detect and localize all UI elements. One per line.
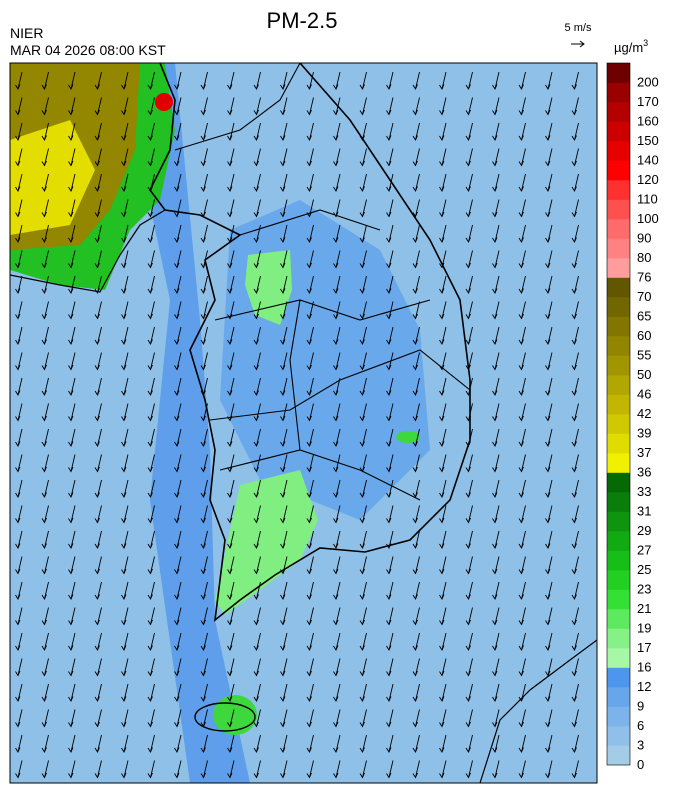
timestamp: MAR 04 2026 08:00 KST bbox=[10, 42, 166, 58]
agency: NIER bbox=[10, 25, 43, 41]
title: PM-2.5 bbox=[267, 8, 338, 33]
colorbar-segment bbox=[607, 745, 630, 766]
colorbar-label: 12 bbox=[637, 679, 651, 694]
wind-arrows bbox=[15, 71, 579, 779]
colorbar: 0369121617192123252729313336373942465055… bbox=[606, 62, 659, 772]
colorbar-segment bbox=[607, 199, 630, 220]
colorbar-segment bbox=[607, 394, 630, 415]
colorbar-segment bbox=[607, 180, 630, 200]
colorbar-label: 39 bbox=[637, 426, 651, 441]
colorbar-label: 65 bbox=[637, 309, 651, 324]
unit: µg/m3 bbox=[614, 38, 648, 55]
coastline bbox=[149, 63, 471, 622]
colorbar-segment bbox=[607, 258, 630, 278]
colorbar-segment bbox=[607, 141, 630, 161]
province-borders bbox=[174, 63, 471, 501]
colorbar-segment bbox=[607, 570, 630, 590]
colorbar-segment bbox=[607, 63, 630, 83]
colorbar-segment bbox=[607, 726, 630, 746]
colorbar-label: 3 bbox=[637, 738, 644, 753]
colorbar-label: 42 bbox=[637, 406, 651, 421]
pm-green-daegu bbox=[396, 431, 420, 443]
colorbar-label: 70 bbox=[637, 289, 651, 304]
colorbar-frame bbox=[606, 62, 631, 766]
colorbar-label: 170 bbox=[637, 94, 659, 109]
colorbar-label: 80 bbox=[637, 250, 651, 265]
colorbar-segment bbox=[607, 511, 630, 532]
colorbar-label: 16 bbox=[637, 660, 651, 675]
wind-scale-label: 5 m/s bbox=[565, 22, 592, 34]
japan-coast bbox=[479, 639, 597, 783]
colorbar-segment bbox=[607, 238, 630, 259]
colorbar-label: 33 bbox=[637, 484, 651, 499]
colorbar-label: 6 bbox=[637, 718, 644, 733]
colorbar-label: 9 bbox=[637, 699, 644, 714]
colorbar-segment bbox=[607, 492, 630, 512]
colorbar-segment bbox=[607, 102, 630, 122]
colorbar-segment bbox=[607, 160, 630, 181]
colorbar-label: 76 bbox=[637, 270, 651, 285]
colorbar-segment bbox=[607, 609, 630, 629]
colorbar-segment bbox=[607, 472, 630, 493]
pm-hotspot bbox=[155, 93, 173, 111]
colorbar-label: 31 bbox=[637, 504, 651, 519]
colorbar-segment bbox=[607, 628, 630, 649]
colorbar-segment bbox=[607, 667, 630, 688]
colorbar-segment bbox=[607, 297, 630, 317]
colorbar-segment bbox=[607, 433, 630, 454]
colorbar-label: 46 bbox=[637, 387, 651, 402]
colorbar-label: 25 bbox=[637, 562, 651, 577]
colorbar-segment bbox=[607, 687, 630, 707]
colorbar-label: 140 bbox=[637, 153, 659, 168]
colorbar-label: 29 bbox=[637, 523, 651, 538]
colorbar-segment bbox=[607, 277, 630, 298]
colorbar-segment bbox=[607, 375, 630, 395]
colorbar-label: 50 bbox=[637, 367, 651, 382]
colorbar-segment bbox=[607, 453, 630, 473]
wind-scale-arrow bbox=[571, 40, 585, 48]
colorbar-segment bbox=[607, 706, 630, 727]
colorbar-label: 120 bbox=[637, 172, 659, 187]
sea-band bbox=[120, 63, 250, 783]
colorbar-label: 37 bbox=[637, 445, 651, 460]
colorbar-label: 160 bbox=[637, 114, 659, 129]
colorbar-segment bbox=[607, 336, 630, 356]
colorbar-label: 19 bbox=[637, 621, 651, 636]
colorbar-label: 200 bbox=[637, 75, 659, 90]
colorbar-label: 27 bbox=[637, 543, 651, 558]
colorbar-segment bbox=[607, 316, 630, 337]
pm-green-jeju bbox=[213, 695, 257, 735]
map bbox=[9, 62, 598, 784]
jeju-coast bbox=[194, 702, 256, 732]
colorbar-segment bbox=[607, 82, 630, 103]
colorbar-segment bbox=[607, 550, 630, 571]
colorbar-label: 90 bbox=[637, 231, 651, 246]
map-frame bbox=[9, 62, 598, 784]
colorbar-segment bbox=[607, 355, 630, 376]
colorbar-label: 21 bbox=[637, 601, 651, 616]
unit-sup: 3 bbox=[643, 38, 648, 48]
colorbar-segment bbox=[607, 414, 630, 434]
colorbar-label: 36 bbox=[637, 465, 651, 480]
colorbar-segment bbox=[607, 531, 630, 551]
pm-green-southwest bbox=[215, 470, 318, 615]
colorbar-label: 110 bbox=[637, 192, 658, 207]
colorbar-label: 55 bbox=[637, 348, 651, 363]
colorbar-segment bbox=[607, 219, 630, 239]
colorbar-segment bbox=[607, 648, 630, 668]
pm-green-seoul bbox=[245, 250, 292, 325]
colorbar-label: 100 bbox=[637, 211, 659, 226]
coastline-north-west bbox=[10, 209, 166, 293]
colorbar-segment bbox=[607, 121, 630, 142]
colorbar-label: 17 bbox=[637, 640, 651, 655]
colorbar-segment bbox=[607, 589, 630, 610]
unit-base: µg/m bbox=[614, 40, 643, 55]
colorbar-label: 150 bbox=[637, 133, 659, 148]
colorbar-label: 23 bbox=[637, 582, 651, 597]
colorbar-label: 0 bbox=[637, 757, 644, 772]
colorbar-label: 60 bbox=[637, 328, 651, 343]
